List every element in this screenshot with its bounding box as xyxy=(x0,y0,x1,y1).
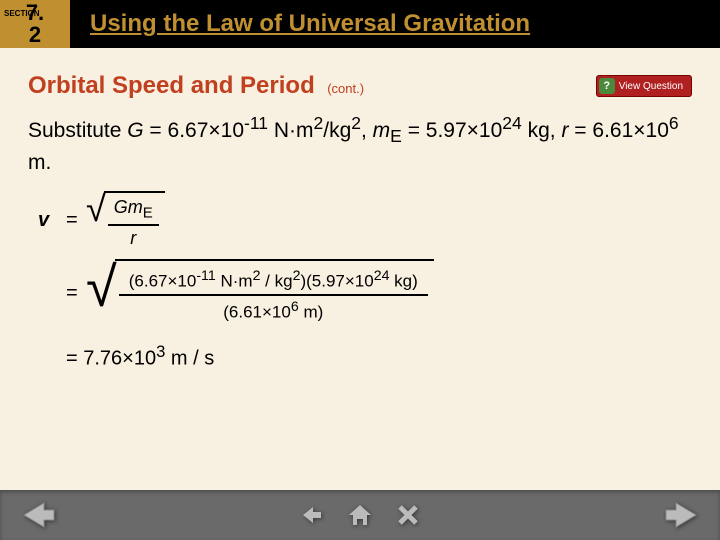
prev-button[interactable] xyxy=(20,498,58,532)
subtitle-cont: (cont.) xyxy=(327,81,364,96)
section-label: SECTION xyxy=(4,10,40,18)
frac1-num: GmE xyxy=(108,197,159,226)
equations: v = √ GmE r = √ (6.67×10-11 N·m2 / kg xyxy=(38,191,692,371)
nav-bar xyxy=(0,490,720,540)
nav-center xyxy=(293,498,427,532)
view-question-button[interactable]: ? View Question xyxy=(596,75,692,97)
sqrt-body-2: (6.67×10-11 N·m2 / kg2)(5.97×1024 kg) (6… xyxy=(115,259,434,328)
eq1-lhs: v xyxy=(38,209,66,232)
result-value: = 7.76×103 m / s xyxy=(66,342,214,371)
sqrt-2: √ (6.67×10-11 N·m2 / kg2)(5.97×1024 kg) … xyxy=(86,259,434,328)
frac2-num: (6.67×10-11 N·m2 / kg2)(5.97×1024 kg) xyxy=(119,265,428,297)
question-icon: ? xyxy=(599,78,615,94)
header-bar: SECTION 7. 2 Using the Law of Universal … xyxy=(0,0,720,48)
subtitle: Orbital Speed and Period xyxy=(28,72,315,99)
nav-home-button[interactable] xyxy=(341,498,379,532)
fraction-1: GmE r xyxy=(108,197,159,249)
nav-back-button[interactable] xyxy=(293,498,331,532)
subtitle-wrap: Orbital Speed and Period (cont.) xyxy=(28,72,364,100)
equation-result: = 7.76×103 m / s xyxy=(38,336,692,371)
equation-1: v = √ GmE r xyxy=(38,191,692,251)
body-text: Substitute G = 6.67×10-11 N·m2/kg2, mE =… xyxy=(28,112,692,177)
fraction-2: (6.67×10-11 N·m2 / kg2)(5.97×1024 kg) (6… xyxy=(119,265,428,326)
slide-title: Using the Law of Universal Gravitation xyxy=(90,10,530,38)
equals-sign: = xyxy=(66,209,86,232)
equals-sign: = xyxy=(66,282,86,305)
section-minor: 2 xyxy=(29,24,41,46)
section-badge: SECTION 7. 2 xyxy=(0,0,70,48)
subtitle-row: Orbital Speed and Period (cont.) ? View … xyxy=(28,72,692,100)
equation-2: = √ (6.67×10-11 N·m2 / kg2)(5.97×1024 kg… xyxy=(38,259,692,328)
radical-icon: √ xyxy=(86,259,117,328)
frac2-den: (6.61×106 m) xyxy=(213,296,333,326)
sqrt-body-1: GmE r xyxy=(104,191,165,251)
nav-close-button[interactable] xyxy=(389,498,427,532)
frac1-den: r xyxy=(124,226,142,249)
content-area: Orbital Speed and Period (cont.) ? View … xyxy=(0,48,720,403)
next-button[interactable] xyxy=(662,498,700,532)
title-area: Using the Law of Universal Gravitation xyxy=(70,0,720,48)
view-question-label: View Question xyxy=(619,81,683,92)
sqrt-1: √ GmE r xyxy=(86,191,165,251)
